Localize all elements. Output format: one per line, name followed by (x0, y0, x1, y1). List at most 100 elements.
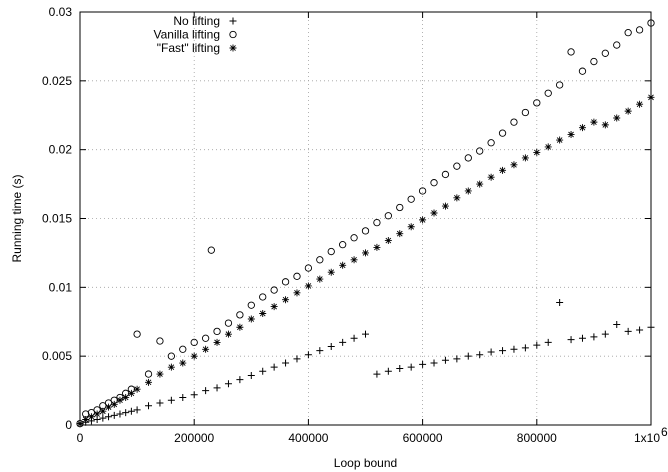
data-point (636, 100, 644, 108)
legend-markers (229, 17, 237, 52)
data-point (236, 376, 244, 384)
data-point (578, 334, 586, 342)
data-point (110, 411, 118, 419)
data-point (122, 409, 130, 417)
data-point (362, 249, 369, 257)
data-point (453, 355, 461, 363)
data-point (544, 143, 552, 151)
data-point (99, 407, 107, 415)
data-point (259, 293, 267, 301)
x-tick-label: 400000 (288, 431, 328, 445)
data-point (578, 67, 587, 75)
data-series (76, 19, 655, 428)
data-point (116, 396, 124, 404)
data-point (259, 367, 267, 375)
data-point (236, 311, 244, 319)
data-point (105, 403, 113, 411)
data-point (453, 194, 461, 202)
data-point (613, 41, 621, 49)
data-point (521, 154, 529, 162)
data-point (87, 413, 95, 421)
data-point (556, 298, 564, 306)
data-point (293, 289, 301, 297)
axis-ticks (79, 11, 652, 426)
data-point (167, 396, 175, 404)
data-point (555, 81, 564, 89)
data-point (624, 327, 632, 335)
data-point (127, 407, 135, 415)
data-point (556, 136, 564, 144)
data-point (293, 355, 301, 363)
x-axis-title: Loop bound (334, 456, 397, 470)
data-point (590, 333, 598, 341)
data-point (647, 93, 655, 101)
data-point (601, 330, 609, 338)
data-point (407, 195, 415, 203)
data-point (213, 338, 221, 346)
y-tick-label: 0.005 (42, 349, 72, 363)
data-point (647, 323, 655, 331)
data-point (578, 124, 586, 132)
data-point (224, 330, 232, 338)
data-point (304, 264, 313, 272)
data-point (339, 241, 347, 249)
data-point (179, 393, 187, 401)
x-tick-label: 200000 (174, 431, 214, 445)
data-point (133, 406, 141, 414)
legend-label-fast-lifting: "Fast" lifting (157, 41, 220, 55)
data-point (259, 309, 267, 317)
data-point (270, 363, 278, 371)
data-point (316, 347, 324, 355)
data-point (350, 256, 358, 264)
data-point (590, 118, 598, 126)
data-point (441, 202, 449, 210)
data-point (144, 370, 153, 378)
y-tick-label: 0.015 (42, 212, 72, 226)
x-tick-label: 800000 (517, 431, 557, 445)
data-point (453, 162, 461, 170)
data-point (510, 345, 518, 353)
data-point (156, 370, 164, 378)
data-point (373, 218, 381, 227)
data-point (270, 286, 278, 294)
data-point (499, 166, 507, 174)
data-point (190, 391, 198, 399)
data-point (533, 341, 541, 349)
data-point (190, 352, 198, 360)
data-point (350, 334, 358, 342)
data-point (487, 173, 495, 181)
data-point (190, 338, 198, 347)
data-point (179, 359, 187, 367)
data-point (156, 337, 164, 345)
data-point (110, 400, 118, 408)
data-point (167, 363, 175, 371)
data-point (567, 336, 575, 344)
data-point (464, 187, 472, 195)
data-point (133, 385, 141, 393)
data-point (567, 48, 575, 56)
data-point (282, 296, 290, 304)
data-point (224, 319, 233, 327)
data-point (487, 348, 495, 356)
data-point (533, 148, 541, 156)
data-point (167, 352, 176, 360)
y-tick-label: 0.01 (49, 280, 73, 294)
data-point (202, 345, 210, 353)
data-point (270, 303, 278, 311)
data-point (544, 89, 552, 97)
data-point (304, 351, 312, 359)
data-point (396, 203, 404, 212)
data-point (82, 415, 90, 423)
y-tick-label: 0.03 (49, 5, 73, 19)
x-tick-label: 1x10 (634, 431, 660, 445)
data-point (350, 234, 358, 242)
data-point (624, 107, 632, 115)
legend-label-vanilla-lifting: Vanilla lifting (154, 28, 220, 42)
data-point (224, 380, 232, 388)
legend-marker-no-lifting (229, 17, 237, 25)
data-point (441, 356, 449, 364)
data-point (76, 420, 84, 428)
data-point (590, 57, 598, 66)
data-point (476, 351, 484, 359)
legend-marker-fast-lifting (229, 44, 237, 52)
